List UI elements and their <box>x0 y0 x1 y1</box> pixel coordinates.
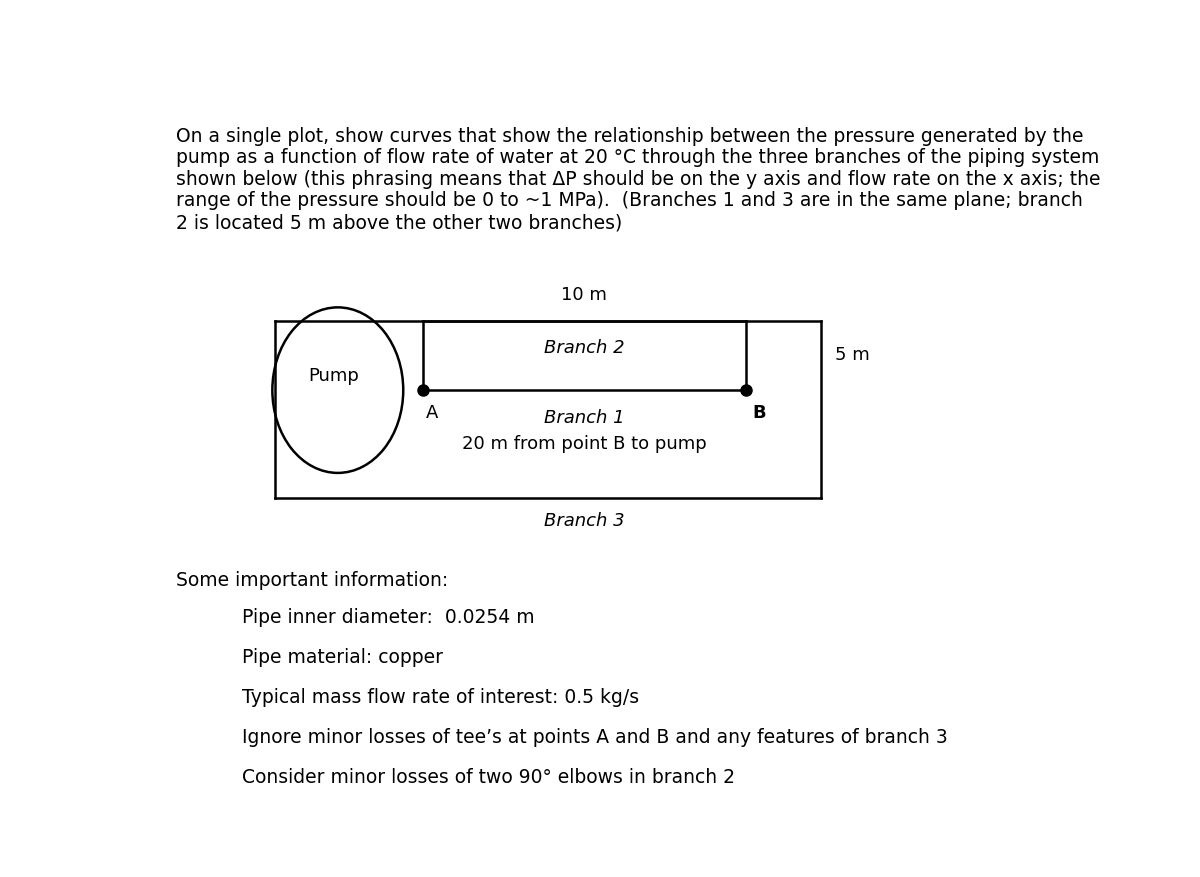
Text: Pipe inner diameter:  0.0254 m: Pipe inner diameter: 0.0254 m <box>241 608 534 627</box>
Text: 20 m from point B to pump: 20 m from point B to pump <box>462 435 707 453</box>
Text: Some important information:: Some important information: <box>176 571 449 590</box>
Text: Pipe material: copper: Pipe material: copper <box>241 648 443 667</box>
Text: 5 m: 5 m <box>835 346 870 365</box>
Text: Consider minor losses of two 90° elbows in branch 2: Consider minor losses of two 90° elbows … <box>241 768 734 788</box>
Text: Pump: Pump <box>308 367 359 385</box>
Text: A: A <box>426 404 439 422</box>
Text: Branch 2: Branch 2 <box>544 339 624 357</box>
Text: Branch 1: Branch 1 <box>544 410 624 427</box>
Text: range of the pressure should be 0 to ~1 MPa).  (Branches 1 and 3 are in the same: range of the pressure should be 0 to ~1 … <box>176 191 1082 210</box>
Text: 2 is located 5 m above the other two branches): 2 is located 5 m above the other two bra… <box>176 213 623 232</box>
Text: B: B <box>752 404 766 422</box>
Text: On a single plot, show curves that show the relationship between the pressure ge: On a single plot, show curves that show … <box>176 127 1084 146</box>
Text: 10 m: 10 m <box>562 286 607 304</box>
Text: Typical mass flow rate of interest: 0.5 kg/s: Typical mass flow rate of interest: 0.5 … <box>241 688 638 707</box>
Text: pump as a function of flow rate of water at 20 °C through the three branches of : pump as a function of flow rate of water… <box>176 148 1099 168</box>
Text: Ignore minor losses of tee’s at points A and B and any features of branch 3: Ignore minor losses of tee’s at points A… <box>241 728 947 747</box>
Text: shown below (this phrasing means that ΔP should be on the y axis and flow rate o: shown below (this phrasing means that ΔP… <box>176 170 1100 189</box>
Text: Branch 3: Branch 3 <box>544 512 624 530</box>
